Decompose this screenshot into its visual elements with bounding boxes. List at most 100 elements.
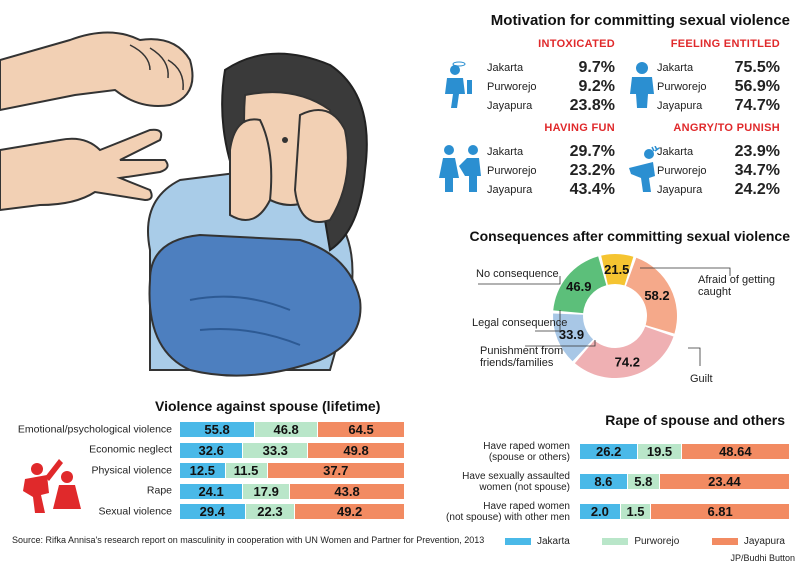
stacked-bar: 24.1 17.9 43.8 — [180, 483, 405, 499]
motivation-value: 75.5% — [734, 58, 780, 76]
donut-slice — [574, 326, 674, 378]
city-label: Jakarta — [657, 61, 694, 74]
legend-item-jayapura: Jayapura — [711, 536, 785, 547]
donut-slice — [601, 254, 634, 286]
motivation-block-angry: ANGRY/TO PUNISH Jakarta 23.9% Purworejo 34… — [625, 122, 780, 202]
motivation-value: 74.7% — [734, 96, 780, 114]
city-label: Jakarta — [487, 61, 524, 74]
bar-segment-purworejo: 22.3 — [245, 504, 295, 519]
woman-figure — [147, 52, 368, 377]
entitled-person-icon — [630, 62, 654, 108]
motivation-block-entitled: FEELING ENTITLED Jakarta 75.5% Purworejo 5… — [625, 38, 780, 118]
motivation-value: 56.9% — [734, 77, 780, 95]
motivation-value: 9.7% — [578, 58, 615, 76]
donut-value-label: 58.2 — [644, 288, 669, 303]
bar-category-label: Have raped women (spouse or others) — [483, 440, 570, 463]
bar-segment-jayapura: 37.7 — [267, 463, 404, 478]
city-label: Purworejo — [657, 164, 707, 177]
block-heading: ANGRY/TO PUNISH — [673, 122, 780, 134]
motivation-value: 43.4% — [569, 180, 615, 198]
label-guilt: Guilt — [690, 373, 713, 385]
bar-segment-purworejo: 11.5 — [225, 463, 267, 478]
city-label: Jayapura — [657, 99, 703, 112]
bar-segment-jakarta: 2.0 — [580, 504, 620, 519]
stacked-bar: 29.4 22.3 49.2 — [180, 504, 405, 519]
legend-swatch — [711, 537, 738, 545]
illustration — [0, 31, 368, 377]
legend-label: Jakarta — [537, 536, 570, 547]
label-no-consequence: No consequence — [476, 268, 559, 280]
legend-swatch — [505, 537, 531, 545]
legend-label: Jayapura — [743, 536, 785, 547]
city-label: Jayapura — [487, 183, 533, 196]
stacked-bar: 2.0 1.5 6.81 — [580, 504, 790, 519]
drunk-person-icon — [445, 61, 472, 108]
legend-swatch — [602, 537, 629, 545]
consequences-title: Consequences after committing sexual vio… — [469, 228, 790, 244]
fist-icon — [0, 31, 194, 112]
bar-segment-jakarta: 26.2 — [580, 444, 638, 459]
violence-title: Violence against spouse (lifetime) — [155, 398, 381, 414]
city-label: Jayapura — [657, 183, 703, 196]
violence-chart: Emotional/psychological violence 55.8 46.8… — [0, 420, 410, 530]
rape-title: Rape of spouse and others — [605, 412, 785, 428]
violence-couple-icon — [23, 459, 81, 513]
city-label: Purworejo — [487, 164, 537, 177]
rape-chart: Have raped women (spouse or others) 26.2 1… — [420, 436, 795, 532]
stacked-bar: 8.6 5.8 23.44 — [580, 474, 790, 489]
bar-segment-purworejo: 33.3 — [243, 442, 308, 458]
donut-value-label: 21.5 — [604, 262, 629, 277]
bar-category-label: Have sexually assaulted women (not spous… — [462, 470, 570, 493]
bar-segment-purworejo: 1.5 — [620, 504, 651, 519]
motivation-title: Motivation for committing sexual violenc… — [490, 12, 790, 29]
stacked-bar: 55.8 46.8 64.5 — [180, 422, 405, 437]
bar-segment-jayapura: 49.2 — [295, 504, 404, 519]
motivation-value: 29.7% — [569, 142, 615, 160]
donut-value-label: 33.9 — [559, 327, 584, 342]
block-heading: FEELING ENTITLED — [670, 38, 780, 50]
motivation-value: 23.9% — [734, 142, 780, 160]
bar-category-label: Rape — [146, 484, 172, 497]
motivation-value: 23.2% — [569, 161, 615, 179]
bar-segment-jakarta: 29.4 — [180, 504, 245, 519]
city-label: Purworejo — [487, 80, 537, 93]
bar-category-label: Physical violence — [91, 464, 172, 476]
bar-segment-jakarta: 12.5 — [180, 463, 225, 478]
legend: Jakarta Purworejo Jayapura — [505, 536, 785, 547]
label-legal-consequence: Legal consequence — [472, 317, 568, 329]
motivation-block-intoxicated: INTOXICATED Jakarta 9.7% Purworejo 9.2% Ja… — [435, 38, 615, 118]
motivation-block-fun: HAVING FUN Jakarta 29.7% Purworejo 23.2% J… — [435, 122, 615, 202]
bar-segment-jakarta: 32.6 — [180, 442, 243, 458]
donut-slice — [625, 257, 677, 334]
bar-segment-jakarta: 55.8 — [180, 422, 255, 437]
motivation-value: 34.7% — [734, 161, 780, 179]
bar-segment-jakarta: 8.6 — [580, 474, 627, 489]
legend-label: Purworejo — [634, 536, 680, 547]
bar-segment-purworejo: 17.9 — [243, 483, 290, 499]
bar-segment-purworejo: 19.5 — [638, 444, 681, 459]
motivation-value: 9.2% — [578, 77, 615, 95]
motivation-value: 24.2% — [734, 180, 780, 198]
bar-segment-jayapura: 43.8 — [290, 483, 404, 499]
angry-person-icon — [629, 146, 660, 192]
bar-segment-jayapura: 23.44 — [659, 474, 789, 489]
bar-segment-jayapura: 49.8 — [308, 442, 404, 458]
credit: JP/Budhi Button — [730, 553, 795, 563]
bar-category-label: Have raped women (not spouse) with other… — [446, 500, 570, 523]
bar-category-label: Sexual violence — [98, 505, 172, 517]
legend-item-purworejo: Purworejo — [602, 536, 679, 547]
bar-segment-jayapura: 64.5 — [318, 422, 404, 437]
bar-segment-jayapura: 48.64 — [681, 444, 789, 459]
city-label: Jakarta — [487, 145, 524, 158]
donut-value-label: 46.9 — [566, 279, 591, 294]
bar-segment-purworejo: 5.8 — [627, 474, 659, 489]
label-punishment: Punishment from friends/families — [480, 345, 564, 369]
donut-slice — [553, 313, 594, 362]
stacked-bar: 26.2 19.5 48.64 — [580, 444, 790, 459]
stacked-bar: 32.6 33.3 49.8 — [180, 442, 405, 458]
bar-segment-jayapura: 6.81 — [651, 504, 789, 519]
label-afraid: Afraid of getting caught — [698, 274, 776, 298]
block-heading: INTOXICATED — [538, 38, 615, 50]
bar-segment-jakarta: 24.1 — [180, 483, 243, 499]
block-heading: HAVING FUN — [544, 122, 615, 134]
